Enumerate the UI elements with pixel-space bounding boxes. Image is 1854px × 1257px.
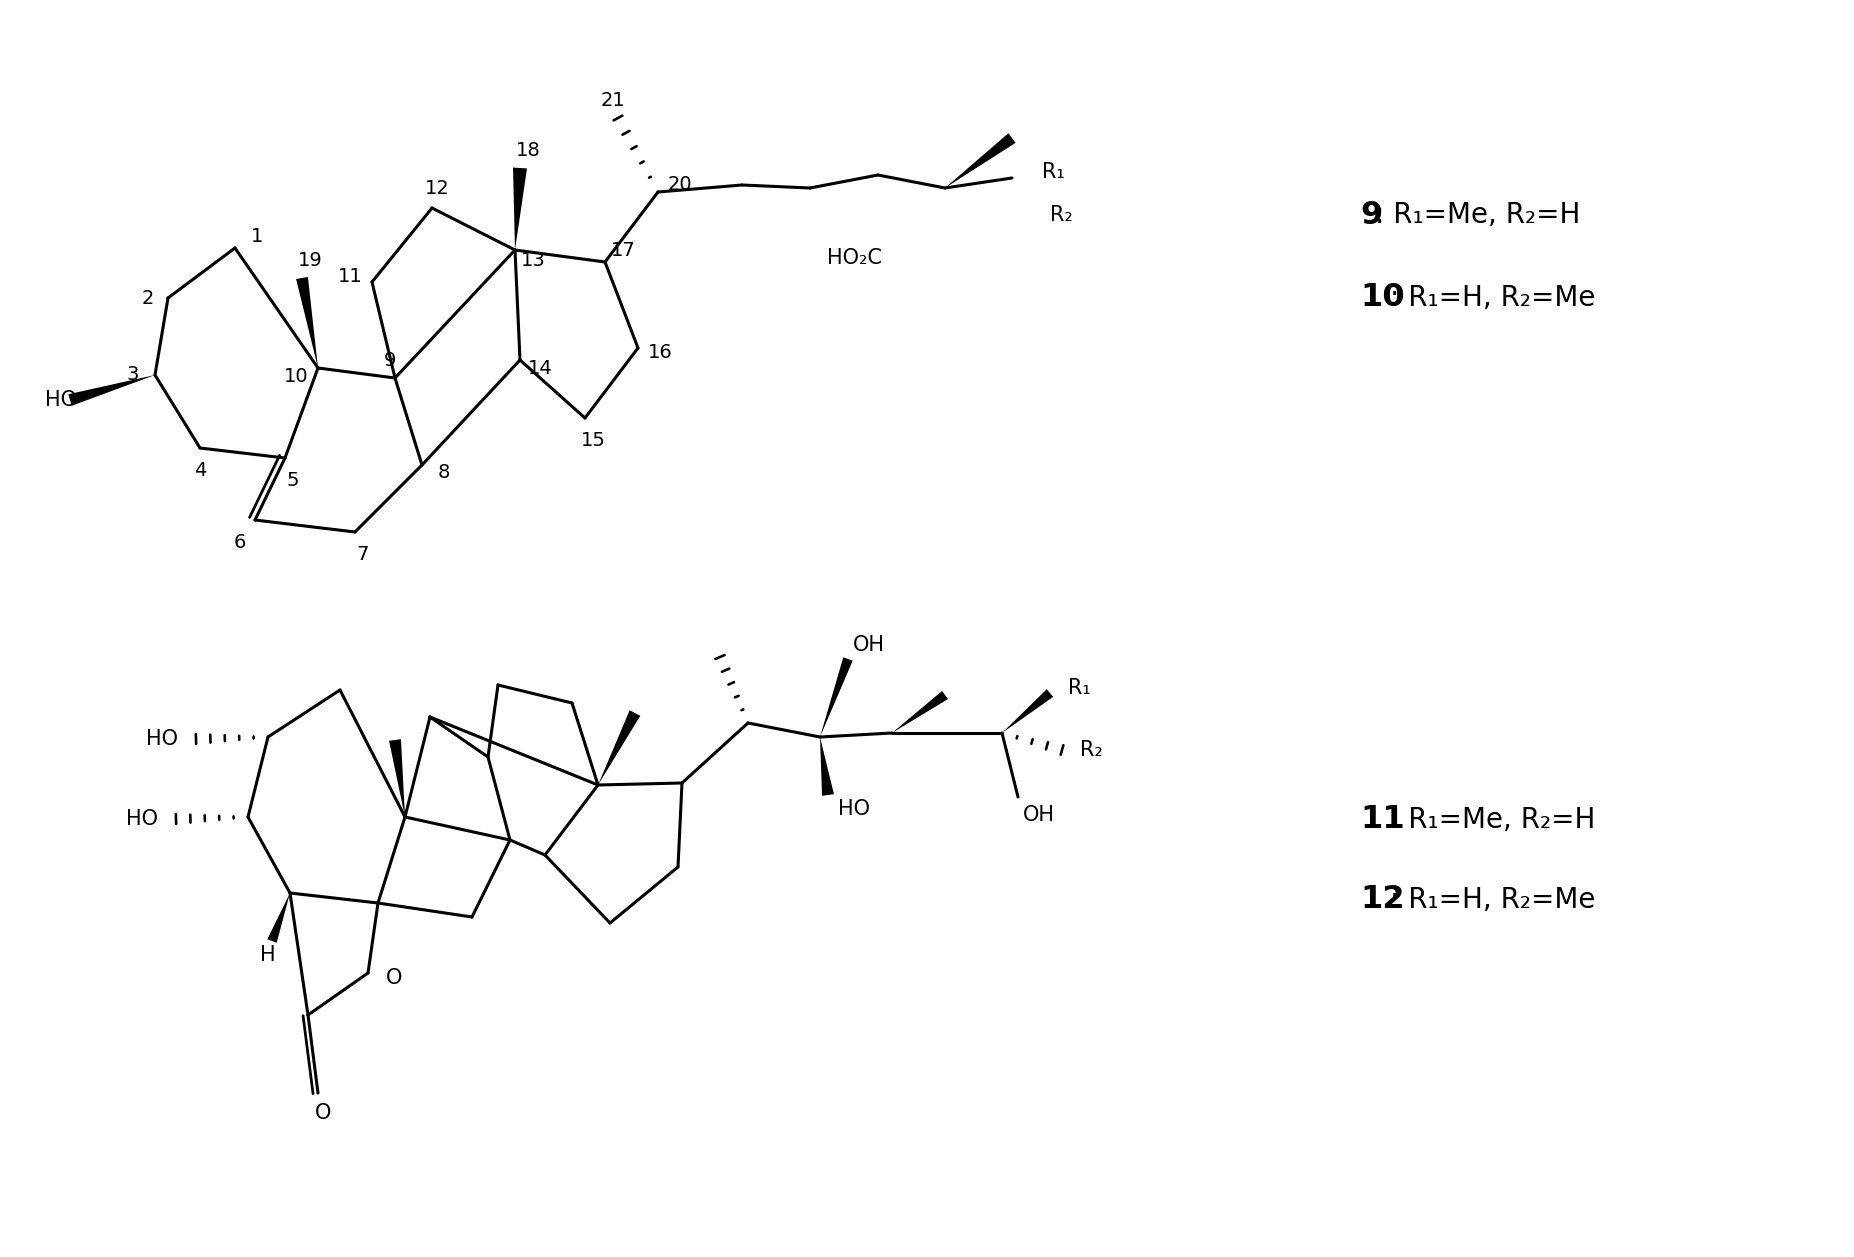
Text: OH: OH [1023, 804, 1055, 825]
Polygon shape [514, 167, 527, 250]
Text: 9: 9 [1361, 200, 1381, 230]
Polygon shape [1001, 689, 1053, 733]
Text: HO: HO [44, 390, 78, 410]
Polygon shape [819, 657, 853, 737]
Polygon shape [946, 133, 1016, 189]
Polygon shape [267, 892, 289, 943]
Text: 14: 14 [528, 358, 552, 377]
Text: 11: 11 [337, 268, 362, 287]
Text: 9: 9 [384, 351, 397, 370]
Text: 19: 19 [298, 250, 323, 269]
Text: HO: HO [838, 799, 870, 820]
Text: 2: 2 [141, 289, 154, 308]
Text: : R₁=H, R₂=Me: : R₁=H, R₂=Me [1390, 284, 1594, 312]
Text: HO₂C: HO₂C [827, 248, 883, 268]
Text: 16: 16 [647, 343, 673, 362]
Text: 4: 4 [195, 460, 206, 479]
Text: 6: 6 [234, 533, 247, 552]
Text: 5: 5 [287, 470, 298, 489]
Polygon shape [599, 710, 640, 786]
Text: : R₁=Me, R₂=H: : R₁=Me, R₂=H [1390, 806, 1594, 833]
Text: OH: OH [853, 635, 884, 655]
Text: R₁: R₁ [1042, 162, 1064, 182]
Text: 8: 8 [438, 464, 451, 483]
Text: R₂: R₂ [1081, 740, 1103, 760]
Text: HO: HO [126, 810, 158, 830]
Text: 12: 12 [425, 178, 449, 197]
Polygon shape [69, 375, 156, 406]
Text: R₂: R₂ [1049, 205, 1073, 225]
Text: 21: 21 [601, 91, 625, 109]
Text: HO: HO [146, 729, 178, 749]
Text: 3: 3 [126, 366, 139, 385]
Text: 20: 20 [667, 175, 692, 194]
Text: O: O [386, 968, 402, 988]
Text: 10: 10 [284, 367, 308, 386]
Text: 1: 1 [250, 226, 263, 245]
Text: : R₁=H, R₂=Me: : R₁=H, R₂=Me [1390, 886, 1594, 914]
Text: 15: 15 [580, 430, 606, 450]
Text: : R₁=Me, R₂=H: : R₁=Me, R₂=H [1376, 201, 1580, 229]
Text: R₁: R₁ [1068, 678, 1090, 698]
Text: H: H [260, 945, 276, 965]
Text: 11: 11 [1361, 804, 1405, 836]
Text: 18: 18 [515, 141, 540, 160]
Polygon shape [819, 737, 834, 796]
Text: 7: 7 [356, 544, 369, 563]
Text: O: O [315, 1102, 332, 1123]
Polygon shape [892, 691, 947, 733]
Text: 13: 13 [521, 250, 545, 269]
Polygon shape [297, 277, 319, 368]
Text: 10: 10 [1361, 283, 1405, 313]
Polygon shape [389, 739, 404, 817]
Text: 17: 17 [610, 240, 636, 259]
Text: 12: 12 [1361, 885, 1405, 915]
